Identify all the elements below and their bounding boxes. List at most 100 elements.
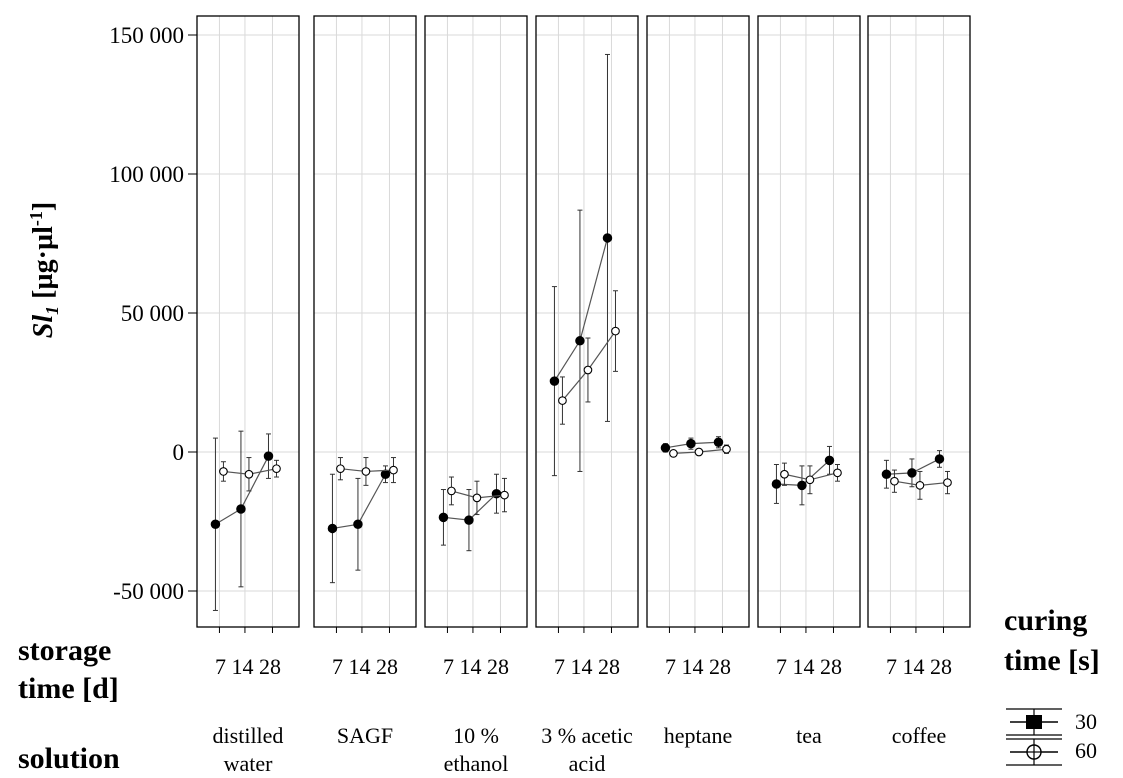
legend-marks [1006, 708, 1062, 766]
data-point [575, 336, 585, 346]
data-point [353, 519, 363, 530]
data-point [934, 454, 945, 464]
panel-frame [867, 15, 971, 628]
data-point [713, 437, 724, 448]
panel-frame [646, 15, 750, 628]
data-layer [210, 53, 952, 611]
panel-6: 7 14 28 tea [757, 15, 861, 748]
legend-label-30: 30 [1075, 709, 1097, 734]
y-tick-label: -50 000 [113, 579, 184, 604]
data-point [210, 519, 221, 530]
series-30s-panel-2 [327, 465, 391, 584]
data-point [380, 469, 391, 479]
storage-time-label-line2: time [d] [18, 672, 119, 705]
grid-layer [197, 16, 970, 627]
series-line [553, 237, 609, 382]
panel-2: 7 14 28 SAGF [313, 15, 417, 748]
data-point [907, 468, 917, 478]
solution-label: 10 % [453, 723, 499, 748]
panel-frame [535, 15, 639, 628]
series-60s-panel-3 [447, 476, 509, 516]
solution-label: distilled [213, 723, 284, 748]
data-point [389, 465, 398, 475]
solution-label: heptane [664, 723, 732, 748]
panel-7: 7 14 28 coffee [867, 15, 971, 748]
panel-frame [424, 15, 528, 628]
x-tick-label: 7 14 28 [886, 654, 952, 679]
series-30s-panel-3 [438, 473, 502, 552]
data-point [824, 455, 835, 466]
panel-frame [757, 15, 861, 628]
data-point [611, 326, 620, 336]
data-point [472, 493, 482, 503]
data-point [272, 464, 281, 474]
series-60s-panel-1 [219, 457, 281, 492]
data-point [549, 376, 560, 386]
data-point [236, 504, 246, 514]
panel-1: 7 14 28 distilled water [196, 15, 300, 776]
x-tick-label: 7 14 28 [332, 654, 398, 679]
y-tick-label: 150 000 [109, 23, 184, 48]
series-60s-panel-7 [890, 469, 952, 500]
series-30s-panel-5 [660, 436, 724, 453]
data-point [263, 451, 274, 461]
data-point [602, 233, 613, 243]
data-point [915, 481, 925, 490]
data-point [881, 469, 892, 479]
data-point [660, 443, 671, 453]
data-point [336, 464, 345, 474]
data-point [694, 447, 704, 457]
data-point [438, 512, 449, 523]
data-point [500, 490, 509, 500]
panel-4: 7 14 28 3 % acetic acid [535, 15, 639, 776]
data-point [583, 365, 593, 375]
data-point [797, 480, 807, 491]
data-point [833, 468, 842, 478]
x-tick-label: 7 14 28 [776, 654, 842, 679]
data-point [669, 449, 678, 458]
series-60s-panel-5 [669, 444, 731, 458]
y-tick-label: 0 [173, 440, 185, 465]
legend-title-line1: curing [1004, 604, 1087, 637]
x-tick-label: 7 14 28 [215, 654, 281, 679]
solution-label: coffee [892, 723, 947, 748]
x-tick-label: 7 14 28 [554, 654, 620, 679]
data-point [464, 515, 474, 525]
x-tick-label: 7 14 28 [665, 654, 731, 679]
series-60s-panel-2 [336, 457, 398, 486]
data-point [558, 396, 567, 405]
y-axis: 150 000 100 000 50 000 0 -50 000 [109, 23, 197, 604]
data-point [890, 476, 899, 486]
data-point [447, 486, 456, 496]
panel-frame [196, 15, 300, 628]
data-point [327, 523, 338, 534]
data-point [780, 469, 789, 479]
panel-layer: 7 14 28 distilled water 7 14 28 SAGF 7 14 28 1… [196, 15, 971, 776]
data-point [943, 478, 952, 487]
series-60s-panel-4 [558, 290, 620, 425]
data-point [219, 467, 228, 476]
legend-title-line2: time [s] [1004, 644, 1100, 677]
legend-label-60: 60 [1075, 738, 1097, 763]
series-30s-panel-6 [771, 445, 835, 506]
data-point [722, 444, 731, 454]
solution-label: water [224, 751, 274, 776]
series-30s-panel-1 [210, 430, 274, 611]
legend-marker-30 [1026, 715, 1042, 729]
series-30s-panel-4 [549, 53, 613, 477]
solution-label: solution [18, 742, 120, 775]
storage-time-label-line1: storage [18, 634, 111, 667]
data-point [361, 467, 371, 476]
solution-label: acid [569, 751, 606, 776]
panel-frame [313, 15, 417, 628]
y-axis-title: Sl1 [µg·µl-1] [26, 202, 62, 338]
data-point [686, 438, 696, 449]
y-tick-label: 100 000 [109, 162, 184, 187]
series-60s-panel-6 [780, 462, 842, 495]
solution-label: 3 % acetic [541, 723, 633, 748]
data-point [244, 469, 254, 479]
panel-5: 7 14 28 heptane [646, 15, 750, 748]
data-point [771, 479, 782, 489]
data-point [805, 475, 815, 485]
